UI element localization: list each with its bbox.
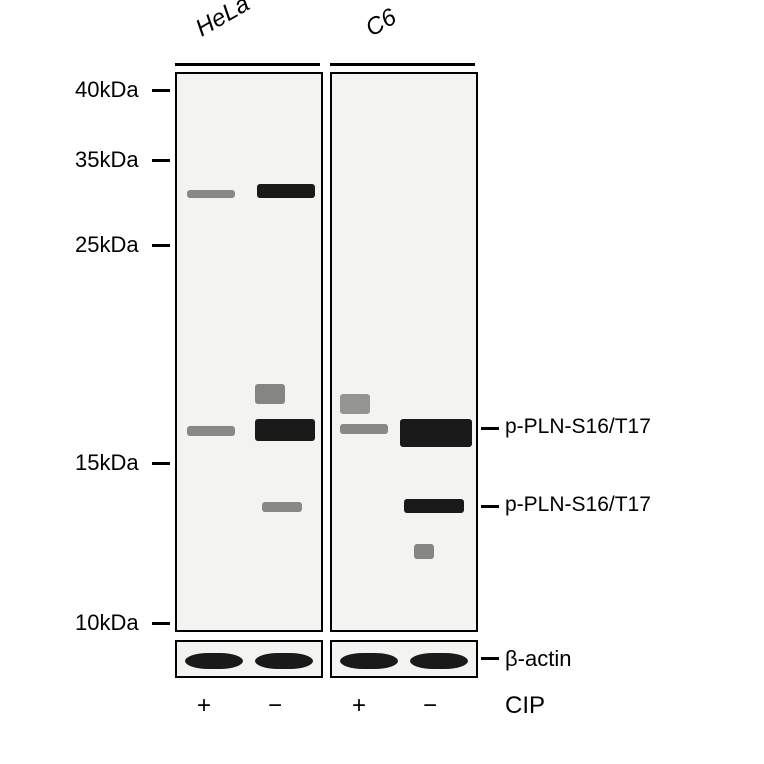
band-hela-nocip-1: [257, 184, 315, 198]
mw-tick-10: [152, 622, 170, 625]
target-label-1: p-PLN-S16/T17: [505, 415, 651, 439]
band-c6-cip-2: [340, 424, 388, 434]
treatment-2: −: [268, 692, 282, 720]
treatment-4: −: [423, 692, 437, 720]
band-c6-nocip-3: [414, 544, 434, 559]
mw-label-35: 35kDa: [75, 147, 139, 173]
band-c6-cip-1: [340, 394, 370, 414]
treatment-3: +: [352, 692, 366, 720]
band-c6-nocip-1: [400, 419, 472, 447]
actin-tick: [481, 657, 499, 660]
cip-label: CIP: [505, 692, 545, 720]
target-tick-1: [481, 427, 499, 430]
mw-tick-25: [152, 244, 170, 247]
actin-band-1: [185, 653, 243, 669]
band-c6-nocip-2: [404, 499, 464, 513]
sample-bar-hela: [175, 63, 320, 66]
mw-label-25: 25kDa: [75, 232, 139, 258]
mw-tick-15: [152, 462, 170, 465]
beta-actin-label: β-actin: [505, 646, 571, 672]
sample-bar-c6: [330, 63, 475, 66]
actin-band-3: [340, 653, 398, 669]
loading-panel-hela: [175, 640, 323, 678]
actin-band-2: [255, 653, 313, 669]
loading-panel-c6: [330, 640, 478, 678]
mw-tick-35: [152, 159, 170, 162]
target-tick-2: [481, 505, 499, 508]
blot-panel-hela: [175, 72, 323, 632]
sample-label-hela: HeLa: [191, 0, 255, 43]
treatment-1: +: [197, 692, 211, 720]
band-hela-cip-2: [187, 426, 235, 436]
actin-band-4: [410, 653, 468, 669]
band-hela-nocip-2: [255, 384, 285, 404]
mw-label-40: 40kDa: [75, 77, 139, 103]
band-hela-cip-1: [187, 190, 235, 198]
sample-label-c6: C6: [361, 3, 402, 43]
mw-tick-40: [152, 89, 170, 92]
mw-label-15: 15kDa: [75, 450, 139, 476]
band-hela-nocip-4: [262, 502, 302, 512]
target-label-2: p-PLN-S16/T17: [505, 493, 651, 517]
band-hela-nocip-3: [255, 419, 315, 441]
mw-label-10: 10kDa: [75, 610, 139, 636]
blot-panel-c6: [330, 72, 478, 632]
western-blot-figure: HeLa C6 40kDa 35kDa 25kDa 15kDa 10kDa: [0, 0, 764, 764]
